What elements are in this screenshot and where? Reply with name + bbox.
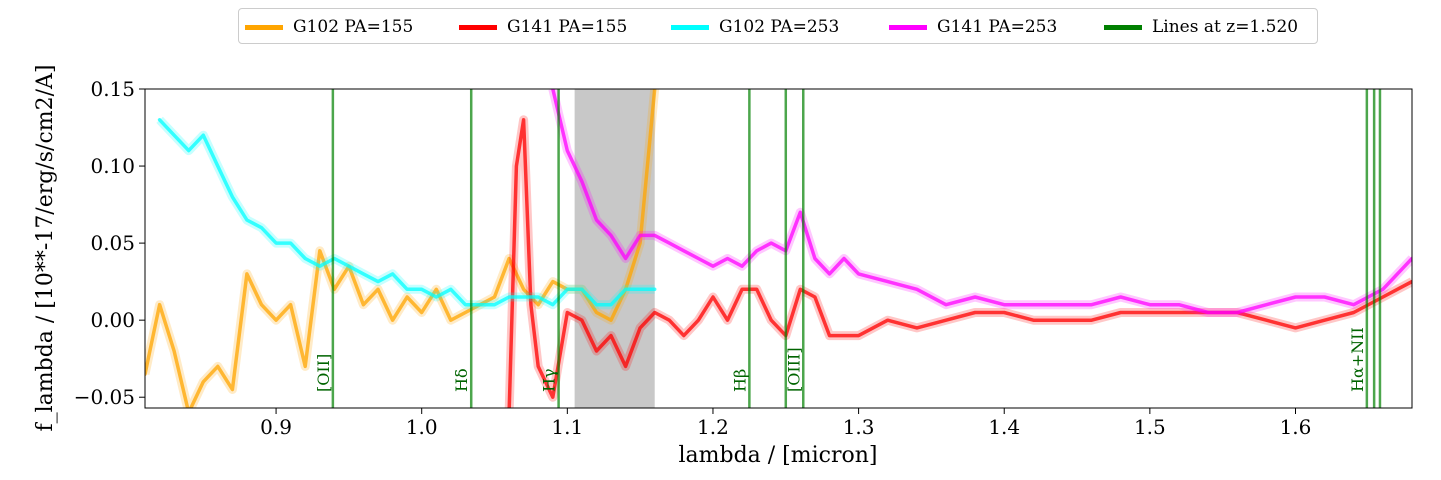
legend-item-lines: Lines at z=1.520	[1104, 9, 1298, 45]
legend-label: G141 PA=155	[507, 17, 628, 37]
legend-item-g102-253: G102 PA=253	[671, 9, 839, 45]
x-tick-label: 1.4	[988, 415, 1020, 439]
x-tick-label: 1.5	[1134, 415, 1166, 439]
legend-item-g102-155: G102 PA=155	[245, 9, 413, 45]
x-tick-label: 1.3	[843, 415, 875, 439]
series-line-2	[157, 118, 657, 307]
x-tick-label: 0.9	[260, 415, 292, 439]
y-tick-label: 0.05	[90, 231, 135, 255]
x-tick-label: 1.2	[697, 415, 729, 439]
legend: G102 PA=155 G141 PA=155 G102 PA=253 G141…	[238, 8, 1318, 44]
legend-swatch	[245, 24, 283, 30]
emission-line-label-2: Hγ	[540, 368, 559, 392]
legend-label: G102 PA=253	[719, 17, 840, 37]
y-tick-label: −0.05	[74, 385, 135, 409]
emission-line-label-3: Hβ	[730, 369, 749, 392]
legend-label: G141 PA=253	[937, 17, 1058, 37]
emission-line-label-0: [OII]	[314, 354, 333, 392]
emission-line-label-1: Hδ	[452, 368, 471, 392]
y-axis-label: f_lambda / [10**-17/erg/s/cm2/A]	[33, 64, 58, 431]
x-tick-label: 1.1	[551, 415, 583, 439]
legend-label: Lines at z=1.520	[1152, 17, 1299, 37]
emission-line-label-5: [OIII]	[784, 347, 803, 392]
masked-region	[574, 89, 655, 408]
legend-swatch	[1104, 24, 1142, 30]
legend-swatch	[889, 24, 927, 30]
series-line-1	[507, 118, 1412, 408]
x-tick-label: 1.0	[406, 415, 438, 439]
legend-item-g141-155: G141 PA=155	[459, 9, 627, 45]
y-tick-label: 0.15	[90, 77, 135, 101]
y-tick-label: 0.00	[90, 308, 135, 332]
legend-item-g141-253: G141 PA=253	[889, 9, 1057, 45]
plot-frame	[144, 88, 1413, 409]
emission-line-label-6: Hα+NII	[1348, 327, 1367, 392]
y-tick-label: 0.10	[90, 154, 135, 178]
legend-swatch	[671, 24, 709, 30]
x-tick-label: 1.6	[1280, 415, 1312, 439]
series-line-3	[551, 89, 1412, 315]
x-axis-label: lambda / [micron]	[678, 443, 877, 468]
legend-label: G102 PA=155	[293, 17, 414, 37]
legend-swatch	[459, 24, 497, 30]
